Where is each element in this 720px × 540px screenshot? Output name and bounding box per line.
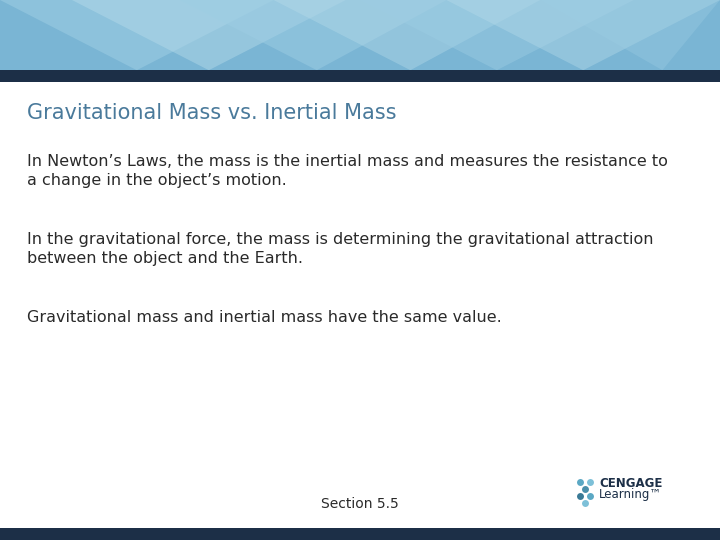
Text: In the gravitational force, the mass is determining the gravitational attraction: In the gravitational force, the mass is …: [27, 232, 654, 266]
Bar: [0, 528, 720, 540]
Polygon shape: [540, 0, 720, 70]
Polygon shape: [274, 0, 540, 70]
Bar: [0, 70, 720, 82]
Polygon shape: [360, 0, 634, 70]
Text: Gravitational mass and inertial mass have the same value.: Gravitational mass and inertial mass hav…: [27, 310, 502, 326]
Text: Gravitational Mass vs. Inertial Mass: Gravitational Mass vs. Inertial Mass: [27, 103, 397, 123]
Text: Learning™: Learning™: [599, 488, 662, 501]
Bar: [0, 0, 720, 70]
Polygon shape: [446, 0, 720, 70]
Text: Section 5.5: Section 5.5: [321, 497, 399, 511]
Polygon shape: [180, 0, 446, 70]
Text: CENGAGE: CENGAGE: [599, 477, 662, 490]
Text: In Newton’s Laws, the mass is the inertial mass and measures the resistance to
a: In Newton’s Laws, the mass is the inerti…: [27, 154, 668, 188]
Polygon shape: [0, 0, 274, 70]
Polygon shape: [72, 0, 346, 70]
